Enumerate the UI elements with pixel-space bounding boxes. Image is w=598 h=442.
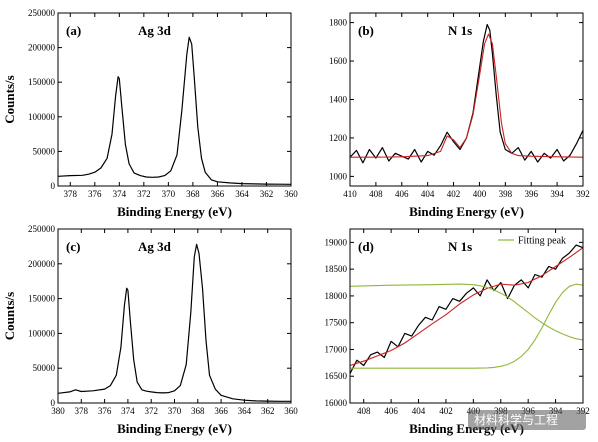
y-tick-label: 100000 [28,328,56,338]
x-tick-label: 380 [51,406,65,416]
y-axis-label: Counts/s [2,292,17,340]
series-line-1 [350,247,583,367]
series-line-0 [58,243,291,402]
panel-title: N 1s [448,239,472,254]
series-line-3 [350,283,583,369]
x-tick-label: 406 [384,406,398,416]
x-tick-label: 372 [144,406,158,416]
panel-title: Ag 3d [138,23,172,38]
x-tick-label: 408 [357,406,371,416]
watermark-group: 材料科学与工程 [468,410,586,430]
x-tick-label: 362 [260,189,274,199]
panel-letter: (a) [66,23,81,38]
y-tick-label: 100000 [28,112,56,122]
y-tick-label: 17000 [325,344,348,354]
series-line-0 [58,36,291,185]
y-tick-label: 19000 [325,237,348,247]
y-tick-label: 0 [51,398,56,408]
panel-title: Ag 3d [138,239,172,254]
x-tick-label: 366 [214,406,228,416]
x-tick-label: 376 [98,406,112,416]
x-axis-label: Binding Energy (eV) [117,204,232,219]
panel-letter: (c) [66,239,80,254]
x-tick-label: 374 [113,189,127,199]
series-line-2 [350,283,583,341]
x-tick-label: 364 [238,406,252,416]
x-tick-label: 400 [473,189,487,199]
x-tick-label: 370 [162,189,176,199]
x-axis-label: Binding Energy (eV) [117,421,232,436]
x-tick-label: 364 [235,189,249,199]
x-tick-label: 404 [412,406,426,416]
x-tick-label: 374 [121,406,135,416]
x-tick-label: 366 [211,189,225,199]
x-tick-label: 378 [64,189,78,199]
x-tick-label: 376 [88,189,102,199]
y-tick-label: 1200 [329,133,348,143]
x-tick-label: 392 [576,189,590,199]
panel-letter: (b) [358,23,374,38]
y-tick-label: 1600 [329,56,348,66]
panels: 378 376 374 372 370 368 366 364 362 360 0 50000 1000… [2,8,590,436]
x-tick-label: 360 [284,189,298,199]
y-tick-label: 200000 [28,259,56,269]
watermark-backdrop [468,410,586,430]
x-tick-label: 378 [75,406,89,416]
panel-0: 378 376 374 372 370 368 366 364 362 360 0 50000 1000… [2,8,298,219]
x-tick-label: 362 [261,406,275,416]
y-tick-label: 18000 [325,291,348,301]
y-tick-label: 1000 [329,171,348,181]
y-tick-label: 16000 [325,398,348,408]
panel-title: N 1s [448,23,472,38]
x-tick-label: 394 [550,189,564,199]
x-axis-label: Binding Energy (eV) [409,204,524,219]
y-tick-label: 17500 [325,318,348,328]
panel-2: 380 378 376 374 372 370 368 366 364 362 360 0 50000 1… [2,224,298,436]
y-tick-label: 1400 [329,95,348,105]
x-tick-label: 402 [439,406,453,416]
y-tick-label: 18500 [325,264,348,274]
plot-frame [57,12,292,187]
y-tick-label: 50000 [33,146,56,156]
y-tick-label: 150000 [28,294,56,304]
y-tick-label: 1800 [329,18,348,28]
x-tick-label: 360 [284,406,298,416]
x-tick-label: 402 [447,189,461,199]
panel-1: 410 408 406 404 402 400 398 396 394 392 1000 1200 14… [329,12,590,219]
y-tick-label: 250000 [28,8,56,18]
x-tick-label: 372 [137,189,151,199]
plot-frame [349,228,584,404]
series-line-1 [350,33,583,158]
x-tick-label: 408 [369,189,383,199]
y-tick-label: 200000 [28,43,56,53]
x-tick-label: 398 [499,189,513,199]
x-tick-label: 370 [168,406,182,416]
x-tick-label: 404 [421,189,435,199]
x-tick-label: 406 [395,189,409,199]
legend-label: Fitting peak [518,236,566,247]
x-tick-label: 368 [191,406,205,416]
panel-letter: (d) [358,239,374,254]
x-tick-label: 368 [186,189,200,199]
y-tick-label: 0 [51,181,56,191]
x-tick-label: 410 [343,189,357,199]
y-tick-label: 50000 [33,363,56,373]
watermark-text: 材料科学与工程 [474,412,558,427]
y-tick-label: 16500 [325,371,348,381]
y-tick-label: 150000 [28,77,56,87]
y-axis-label: Counts/s [2,75,17,123]
y-tick-label: 250000 [28,224,56,234]
x-tick-label: 396 [524,189,538,199]
